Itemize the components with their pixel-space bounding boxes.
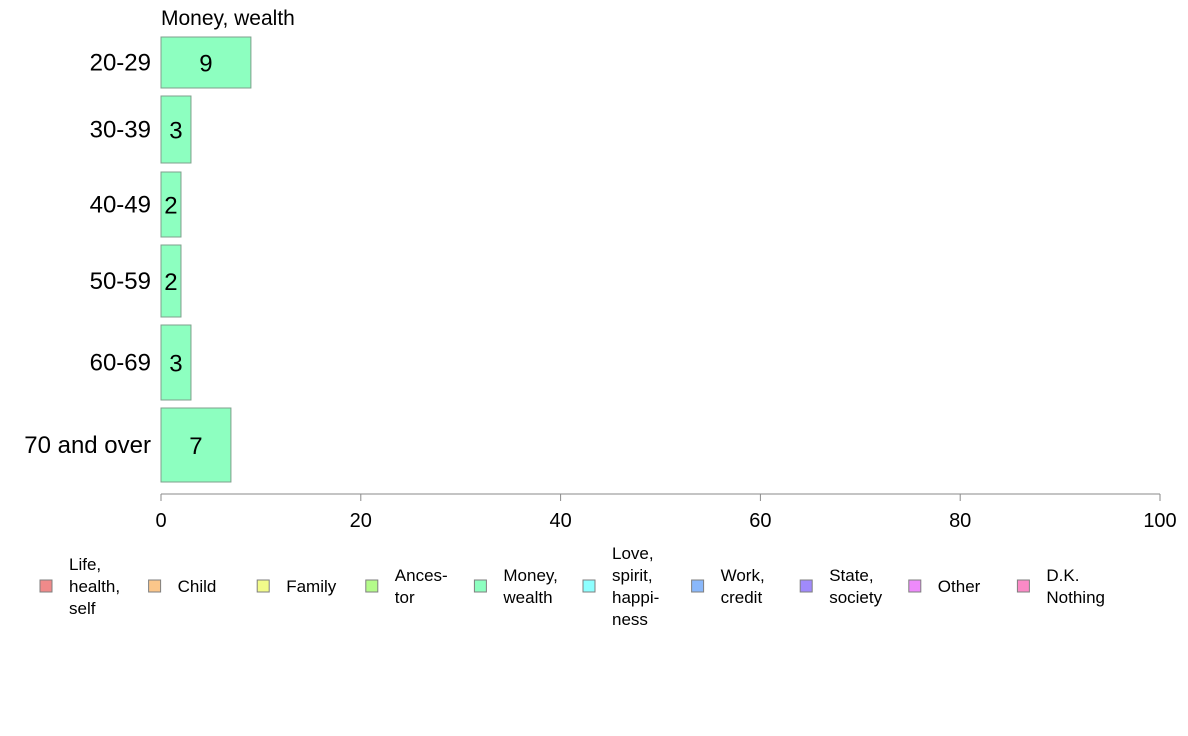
bar <box>160 171 182 238</box>
legend-label-line: Family <box>286 577 337 596</box>
legend-label-line: Work, <box>721 566 765 585</box>
bar <box>160 36 252 89</box>
bar-value-label: 2 <box>164 269 177 296</box>
bar <box>160 324 192 401</box>
legend-item: Work, credit <box>691 566 765 607</box>
bar <box>160 407 232 483</box>
legend-item: Ances-tor <box>365 566 448 607</box>
legend-swatch <box>365 579 379 593</box>
legend: Life, health, self Child Family Ances-tor Mone… <box>39 544 1105 629</box>
legend-label-line: Nothing <box>1046 588 1105 607</box>
legend-swatch <box>691 579 705 593</box>
legend-label-line: happi- <box>612 588 659 607</box>
legend-item: State, society <box>799 566 883 607</box>
bar-value-label: 3 <box>169 351 182 378</box>
bar-value-label: 2 <box>164 193 177 220</box>
x-tick-label: 100 <box>1143 510 1176 532</box>
legend-swatch <box>256 579 270 593</box>
legend-swatch <box>908 579 922 593</box>
legend-label-line: tor <box>395 588 415 607</box>
legend-label-line: Ances- <box>395 566 448 585</box>
legend-label-line: society <box>829 588 882 607</box>
legend-label-line: credit <box>721 588 763 607</box>
panel-title: Money, wealth <box>161 7 295 30</box>
legend-item: Love, spirit, happi-ness <box>582 544 659 629</box>
category-label: 40-49 <box>90 192 151 219</box>
legend-label-line: Love, <box>612 544 654 563</box>
legend-label-line: spirit, <box>612 566 653 585</box>
legend-swatch <box>1016 579 1030 593</box>
legend-swatch <box>148 579 162 593</box>
legend-swatch <box>473 579 487 593</box>
legend-label-line: Money, <box>503 566 558 585</box>
legend-item: Other <box>908 577 981 596</box>
legend-label-line: Other <box>938 577 981 596</box>
category-label: 50-59 <box>90 268 151 295</box>
legend-label-line: State, <box>829 566 873 585</box>
legend-label-line: Life, <box>69 555 101 574</box>
bar-value-label: 7 <box>189 433 202 460</box>
legend-label-line: D.K. <box>1046 566 1079 585</box>
legend-label-line: Child <box>178 577 217 596</box>
bars-group: 20-29 9 30-39 3 40-49 2 50-59 2 60-69 3 70 and ove… <box>24 36 252 483</box>
x-tick-label: 40 <box>549 510 571 532</box>
category-label: 70 and over <box>24 432 151 459</box>
legend-item: Money, wealth <box>473 566 558 607</box>
legend-swatch <box>39 579 53 593</box>
legend-item: Family <box>256 577 337 596</box>
legend-swatch <box>582 579 596 593</box>
bar <box>160 244 182 318</box>
category-label: 60-69 <box>90 350 151 377</box>
legend-label-line: health, <box>69 577 120 596</box>
x-tick-label: 60 <box>749 510 771 532</box>
bar <box>160 95 192 164</box>
x-axis: 0 20 40 60 80 100 <box>155 493 1177 532</box>
bar-value-label: 9 <box>199 51 212 78</box>
category-label: 30-39 <box>90 117 151 144</box>
legend-item: Child <box>148 577 217 596</box>
legend-swatch <box>799 579 813 593</box>
legend-item: D.K. Nothing <box>1016 566 1105 607</box>
x-tick-label: 20 <box>350 510 372 532</box>
x-tick-label: 80 <box>949 510 971 532</box>
legend-label-line: ness <box>612 610 648 629</box>
x-tick-label: 0 <box>155 510 166 532</box>
bar-value-label: 3 <box>169 118 182 145</box>
legend-label-line: self <box>69 599 96 618</box>
legend-item: Life, health, self <box>39 555 120 618</box>
category-label: 20-29 <box>90 50 151 77</box>
legend-label-line: wealth <box>502 588 552 607</box>
